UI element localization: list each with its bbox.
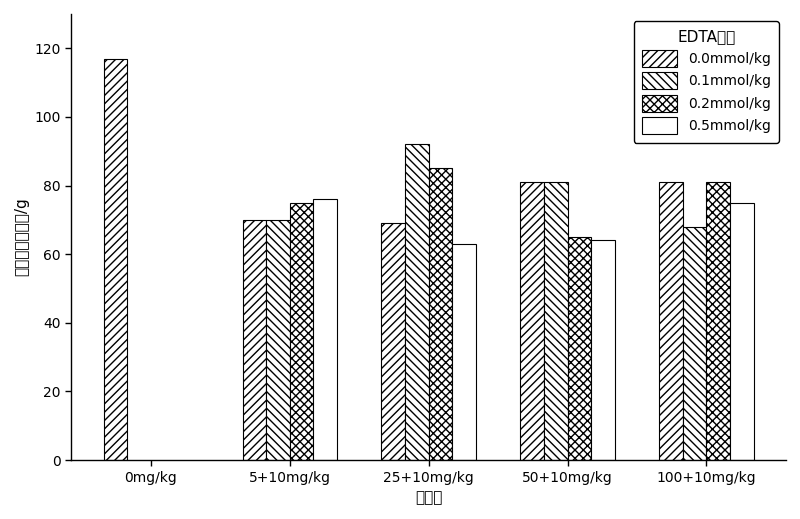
Bar (567, 237, 591, 460)
Bar (706, 182, 730, 460)
Legend: 0.0mmol/kg, 0.1mmol/kg, 0.2mmol/kg, 0.5mmol/kg: 0.0mmol/kg, 0.1mmol/kg, 0.2mmol/kg, 0.5m… (634, 21, 779, 143)
Bar (266, 220, 290, 460)
Y-axis label: 整株重量增加量/g: 整株重量增加量/g (14, 198, 29, 277)
Bar (682, 227, 706, 460)
Bar (730, 203, 754, 460)
X-axis label: 镟浓度: 镟浓度 (415, 490, 442, 505)
Bar (591, 240, 614, 460)
Bar (290, 203, 314, 460)
Bar (520, 182, 544, 460)
Bar (429, 168, 452, 460)
Bar (104, 59, 127, 460)
Bar (452, 244, 476, 460)
Bar (242, 220, 266, 460)
Bar (382, 223, 405, 460)
Bar (314, 199, 337, 460)
Bar (405, 144, 429, 460)
Bar (659, 182, 682, 460)
Bar (544, 182, 567, 460)
